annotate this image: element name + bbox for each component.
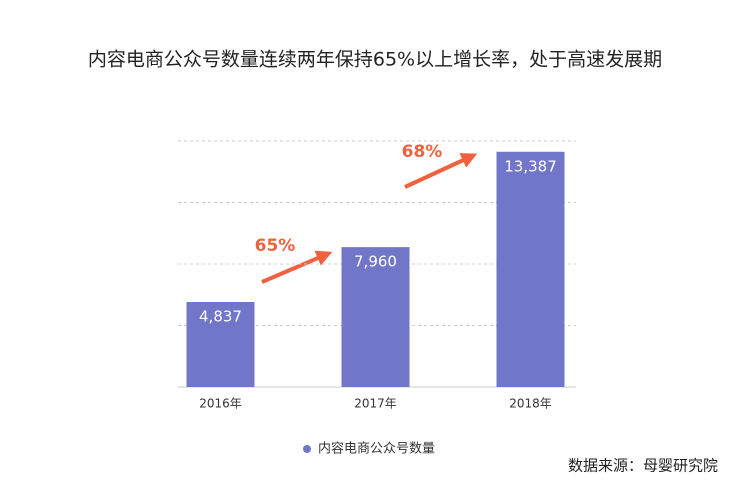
chart-title: 内容电商公众号数量连续两年保持65%以上增长率，处于高速发展期 (88, 49, 662, 71)
x-tick-label: 2017年 (354, 397, 397, 411)
bar (496, 151, 565, 387)
arrow (261, 250, 333, 284)
legend-swatch (303, 445, 311, 453)
bar (186, 302, 255, 387)
value-label: 4,837 (199, 308, 242, 326)
bar (341, 247, 410, 387)
legend-label: 内容电商公众号数量 (318, 441, 435, 457)
source: 数据来源：母婴研究院 (568, 457, 718, 475)
value-label: 13,387 (504, 157, 557, 175)
arrow (404, 153, 478, 189)
annotation: 68% (402, 142, 443, 162)
annotation: 65% (255, 236, 296, 256)
x-tick-label: 2016年 (199, 397, 242, 411)
value-label: 7,960 (354, 253, 397, 271)
x-tick-label: 2018年 (509, 397, 552, 411)
